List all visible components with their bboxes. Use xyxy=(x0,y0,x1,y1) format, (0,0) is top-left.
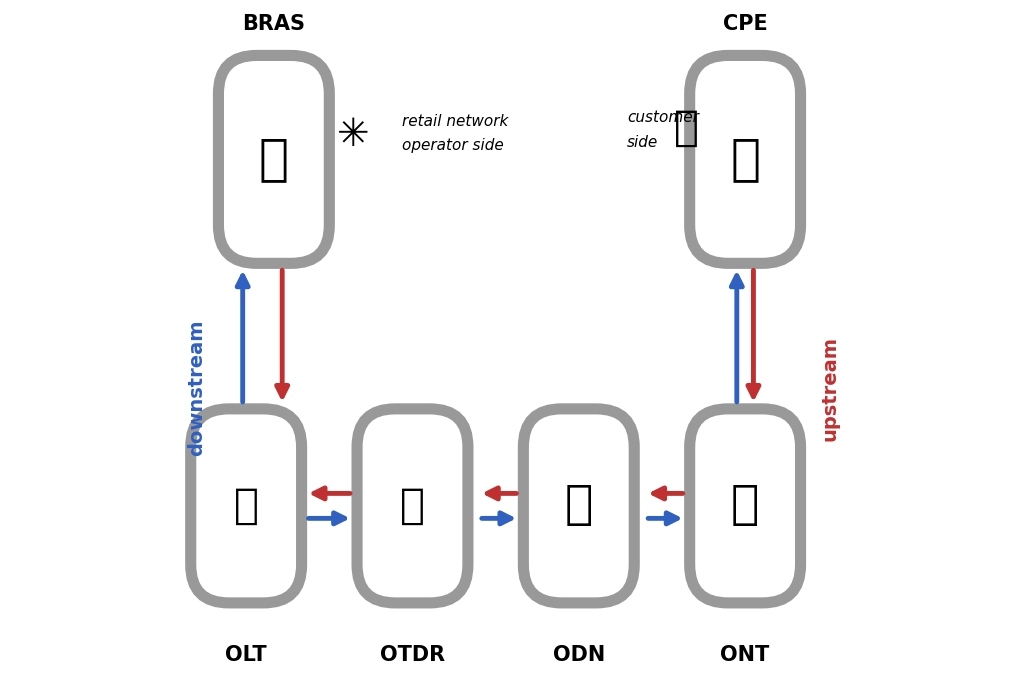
Text: CPE: CPE xyxy=(722,15,767,34)
Text: retail network: retail network xyxy=(403,114,508,129)
Text: 🖥: 🖥 xyxy=(233,485,259,527)
Text: ✳: ✳ xyxy=(337,116,370,154)
Text: OTDR: OTDR xyxy=(380,645,445,665)
Text: 📡: 📡 xyxy=(731,135,760,184)
Text: BRAS: BRAS xyxy=(243,15,306,34)
Text: side: side xyxy=(628,134,658,150)
Text: upstream: upstream xyxy=(820,335,840,441)
Text: 🖥: 🖥 xyxy=(259,135,288,184)
Text: operator side: operator side xyxy=(403,138,503,153)
FancyBboxPatch shape xyxy=(690,55,801,263)
Text: downstream: downstream xyxy=(186,320,206,456)
Text: 🌿: 🌿 xyxy=(565,484,593,528)
FancyBboxPatch shape xyxy=(690,409,801,603)
Text: 👤: 👤 xyxy=(675,107,699,149)
Text: ODN: ODN xyxy=(552,645,605,665)
FancyBboxPatch shape xyxy=(191,409,302,603)
FancyBboxPatch shape xyxy=(524,409,634,603)
FancyBboxPatch shape xyxy=(218,55,329,263)
Text: ONT: ONT xyxy=(720,645,769,665)
Text: customer: customer xyxy=(628,110,699,125)
Text: 🔌: 🔌 xyxy=(731,484,759,528)
Text: 📈: 📈 xyxy=(400,485,425,527)
FancyBboxPatch shape xyxy=(357,409,468,603)
Text: OLT: OLT xyxy=(225,645,267,665)
